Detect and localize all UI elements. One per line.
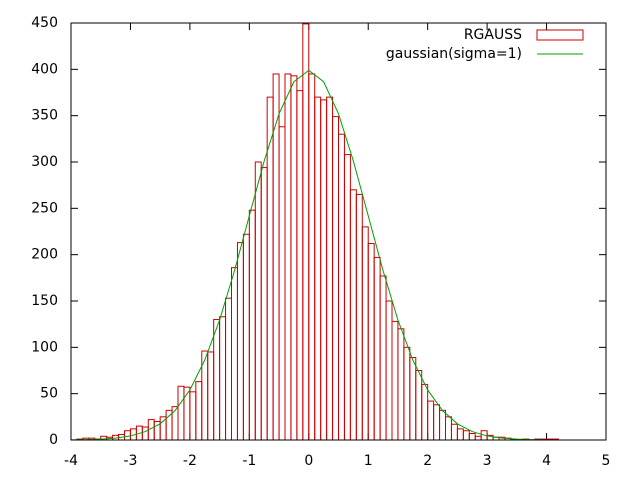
bar (391, 320, 399, 441)
bar (355, 193, 363, 441)
bar (415, 370, 423, 441)
bar (183, 386, 191, 441)
bar (296, 90, 304, 441)
bar (456, 428, 464, 441)
bar (159, 416, 167, 441)
bar (403, 346, 411, 441)
bar (225, 297, 233, 441)
bar (379, 275, 387, 441)
bar (367, 243, 375, 441)
bar (242, 233, 250, 441)
y-tick-label: 200 (31, 247, 58, 263)
bar (409, 357, 417, 441)
bar (284, 73, 292, 441)
bar (373, 256, 381, 441)
y-tick-label: 450 (31, 15, 58, 31)
x-tick-label: 4 (542, 453, 551, 469)
bar (338, 133, 345, 441)
x-tick-label: -1 (242, 453, 256, 469)
bar (385, 300, 393, 441)
bar (462, 430, 470, 441)
bar (260, 167, 268, 441)
bar (207, 351, 215, 441)
y-tick-label: 350 (31, 108, 58, 124)
bar (195, 381, 203, 441)
y-tick-label: 250 (31, 200, 58, 216)
y-tick-label: 150 (31, 293, 58, 309)
bar (326, 96, 334, 441)
bar (314, 96, 322, 441)
bar (320, 99, 328, 441)
bar (254, 161, 262, 441)
bar (450, 423, 458, 441)
bar (421, 383, 429, 441)
y-tick-label: 50 (40, 386, 58, 402)
bar (165, 409, 173, 441)
x-tick-label: 2 (423, 453, 432, 469)
bar (468, 433, 476, 441)
x-tick-label: -4 (64, 453, 78, 469)
bar (439, 409, 446, 441)
bar (343, 154, 351, 441)
legend-label: RGAUSS (464, 27, 522, 43)
bar (397, 328, 405, 441)
x-tick-label: 0 (304, 453, 313, 469)
bar (231, 267, 238, 441)
bar (474, 435, 482, 441)
x-tick-label: 5 (602, 453, 611, 469)
bar (124, 430, 131, 441)
plot-border (70, 22, 607, 441)
x-tick-label: 1 (364, 453, 373, 469)
bar (332, 116, 339, 441)
legend-swatch (536, 29, 584, 41)
bar (445, 416, 452, 441)
y-tick-label: 100 (31, 339, 58, 355)
curve (70, 69, 547, 441)
bar (427, 400, 435, 441)
y-tick-label: 300 (31, 154, 58, 170)
x-tick-label: -2 (183, 453, 197, 469)
y-tick-label: 0 (49, 432, 58, 448)
bar (189, 391, 197, 441)
bar (177, 385, 185, 441)
bar (361, 226, 369, 441)
x-tick-label: 3 (483, 453, 492, 469)
bar (349, 189, 357, 441)
bar (213, 319, 221, 441)
bar (248, 209, 256, 441)
bar (278, 126, 286, 441)
bar (171, 406, 179, 441)
bar (302, 23, 310, 441)
bar (219, 316, 227, 441)
bar (308, 73, 316, 441)
y-tick-label: 400 (31, 61, 58, 77)
bar (433, 404, 441, 441)
bar (141, 426, 149, 441)
legend-label: gaussian(sigma=1) (386, 46, 522, 62)
bar (236, 242, 244, 441)
x-tick-label: -3 (123, 453, 137, 469)
bar (290, 75, 298, 441)
